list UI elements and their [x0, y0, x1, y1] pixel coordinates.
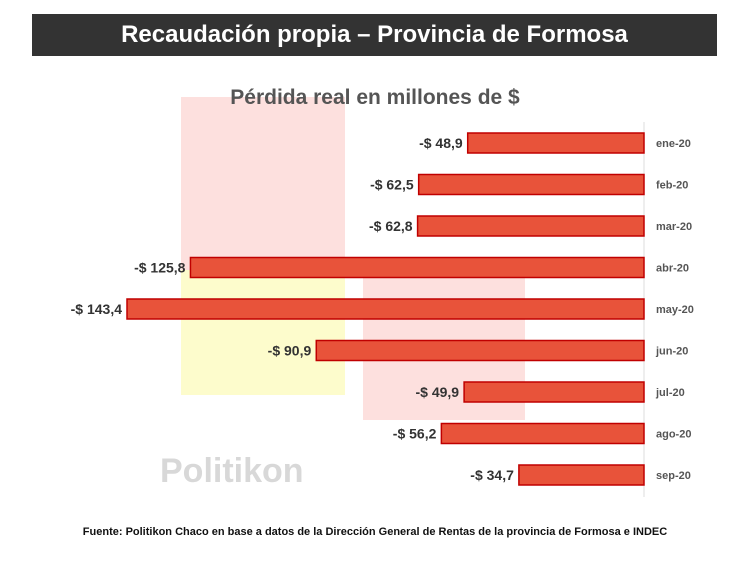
chart-title: Pérdida real en millones de $ — [230, 86, 520, 109]
data-label: -$ 125,8 — [134, 260, 186, 276]
source-note: Fuente: Politikon Chaco en base a datos … — [82, 526, 668, 538]
data-label: -$ 62,8 — [369, 218, 413, 234]
watermark-text: Politikon — [160, 452, 304, 490]
category-label: may-20 — [656, 304, 694, 316]
category-label: ene-20 — [656, 138, 691, 150]
bar-sep-20 — [518, 464, 645, 486]
category-label: jun-20 — [655, 346, 688, 358]
bar-may-20 — [126, 298, 645, 320]
data-label: -$ 49,9 — [416, 384, 460, 400]
data-label: -$ 34,7 — [470, 467, 514, 483]
category-label: abr-20 — [656, 263, 689, 275]
data-label: -$ 143,4 — [71, 301, 123, 317]
watermark-yellow-block — [181, 270, 345, 395]
bar-jun-20 — [315, 339, 645, 362]
bar-ene-20 — [466, 132, 645, 154]
data-label: -$ 48,9 — [419, 135, 463, 151]
title-bar: Recaudación propia – Provincia de Formos… — [32, 14, 717, 56]
bar-feb-20 — [417, 173, 645, 196]
bar-abr-20 — [189, 256, 645, 279]
category-label: jul-20 — [655, 387, 685, 399]
bar-ago-20 — [440, 422, 645, 445]
bar-mar-20 — [416, 215, 645, 237]
category-label: ago-20 — [656, 429, 691, 441]
data-label: -$ 90,9 — [268, 343, 312, 359]
category-label: sep-20 — [656, 470, 691, 482]
watermark-pink-block — [181, 97, 345, 270]
category-label: feb-20 — [656, 180, 688, 192]
bar-jul-20 — [463, 381, 645, 403]
category-label: mar-20 — [656, 221, 692, 233]
data-label: -$ 56,2 — [393, 426, 437, 442]
data-label: -$ 62,5 — [370, 177, 414, 193]
